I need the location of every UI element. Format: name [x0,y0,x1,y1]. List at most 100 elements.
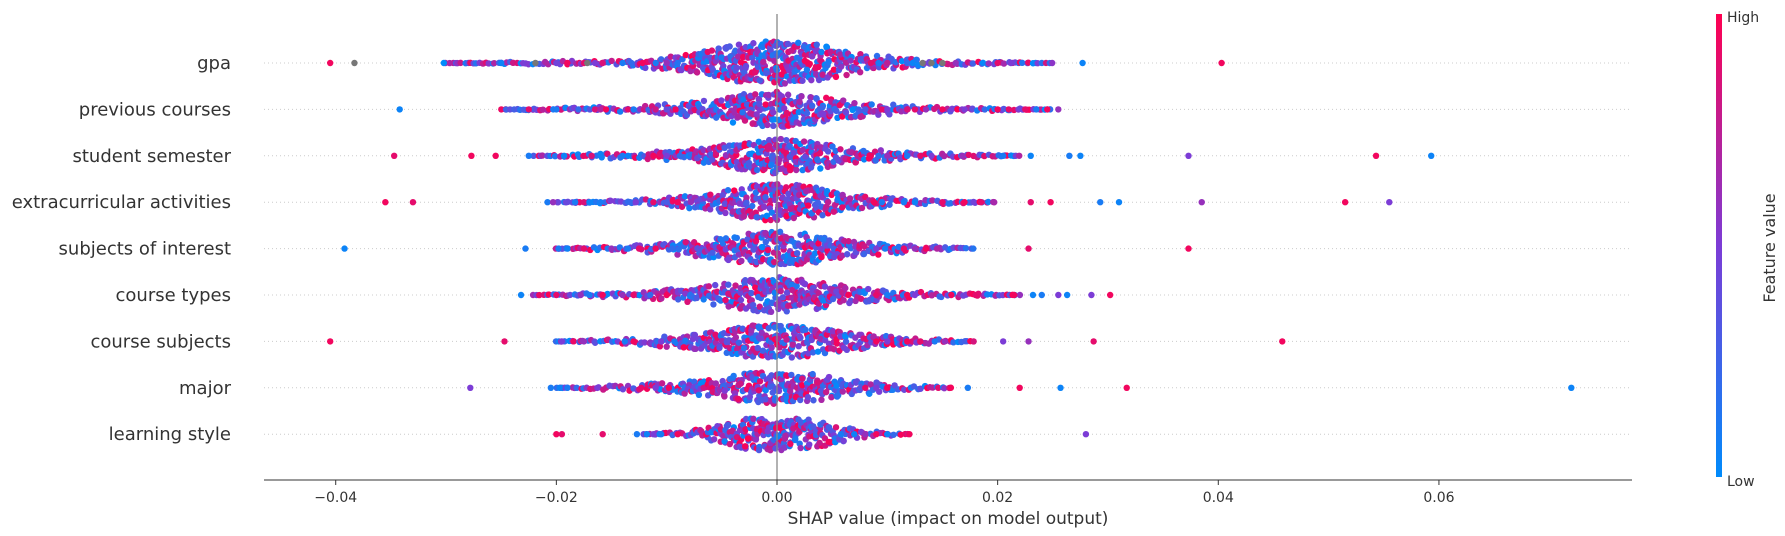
beeswarm-point [732,282,739,289]
beeswarm-point [748,289,755,297]
beeswarm-point [591,339,599,346]
beeswarm-point [710,436,718,443]
beeswarm-point [838,252,846,259]
shap-point [1005,106,1012,113]
shap-point [867,152,874,159]
shap-point [1279,338,1286,345]
beeswarm-point [1016,152,1023,159]
shap-point [599,291,606,299]
shap-point [873,431,880,438]
shap-point [906,431,913,438]
beeswarm-point [742,62,750,70]
beeswarm-point [763,69,770,77]
shap-point [931,338,938,345]
beeswarm-point [788,371,795,379]
shap-point [571,199,579,206]
beeswarm-point [742,277,749,284]
shap-point [1044,106,1051,113]
beeswarm-point [709,249,716,256]
beeswarm-point [573,384,581,392]
beeswarm-point [741,117,749,124]
shap-point [602,106,610,113]
beeswarm-point [823,94,830,102]
shap-point [522,245,529,252]
beeswarm-point [755,293,762,301]
shap-point [1077,152,1084,159]
beeswarm-point [656,343,664,350]
beeswarm-point [498,106,505,113]
beeswarm-point [735,53,742,60]
beeswarm-point [858,113,865,120]
shap-point [867,59,874,67]
shap-point [674,59,681,67]
shap-point [873,291,880,299]
beeswarm-point [744,236,751,243]
beeswarm-point [799,77,806,84]
beeswarm-point [686,204,693,212]
beeswarm-point [663,343,670,350]
beeswarm-point [661,333,668,340]
beeswarm-point [806,441,813,448]
shap-point [597,106,604,113]
beeswarm-point [695,391,703,399]
shap-point [586,199,593,206]
shap-point [628,59,635,67]
beeswarm-point [950,339,957,346]
shap-point [326,59,334,67]
shap-point [1341,199,1349,206]
beeswarm-point [750,40,757,47]
shap-point [525,152,532,159]
beeswarm-point [726,440,734,448]
beeswarm-point [828,394,835,401]
shap-point [1027,199,1034,206]
beeswarm-point [807,94,815,101]
beeswarm-point [786,387,794,395]
beeswarm-point [796,333,803,340]
shap-point [586,291,593,299]
beeswarm-point [777,322,784,330]
beeswarm-point [718,97,725,104]
colorbar-title: Feature value [1760,193,1779,302]
beeswarm-point [809,53,816,60]
beeswarm-point [752,189,760,196]
shap-point [624,106,632,113]
shap-point [440,59,448,67]
beeswarm-point [774,433,781,440]
shap-point [650,431,657,438]
beeswarm-point [759,347,767,354]
beeswarm-point [827,48,834,55]
beeswarm-point [822,388,830,396]
beeswarm-point [864,285,872,293]
beeswarm-point [551,153,559,160]
beeswarm-point [810,397,817,404]
shap-point [621,338,628,345]
shap-point [1386,199,1393,206]
beeswarm-point [783,136,790,144]
beeswarm-point [786,153,793,161]
beeswarm-point [1016,291,1024,299]
shap-point [591,59,599,67]
beeswarm-point [752,91,759,98]
shap-point [608,245,615,252]
shap-point [663,291,670,299]
beeswarm-point [761,203,768,211]
beeswarm-point [814,348,822,355]
shap-point [580,245,588,252]
shap-point [501,338,508,345]
beeswarm-point [843,346,851,354]
shap-point [657,338,665,345]
shap-point [1010,291,1018,299]
beeswarm-point [735,395,742,403]
beeswarm-point [833,107,840,115]
shap-point [1033,106,1040,113]
shap-point [884,59,891,67]
beeswarm-point [836,101,843,109]
feature-label: extracurricular activities [12,192,231,213]
shap-point [544,199,551,206]
beeswarm-point [710,301,717,308]
beeswarm-point [753,213,760,221]
shap-point [1066,152,1073,159]
beeswarm-point [839,191,846,199]
shap-point [556,384,563,391]
shap-point [575,106,582,113]
